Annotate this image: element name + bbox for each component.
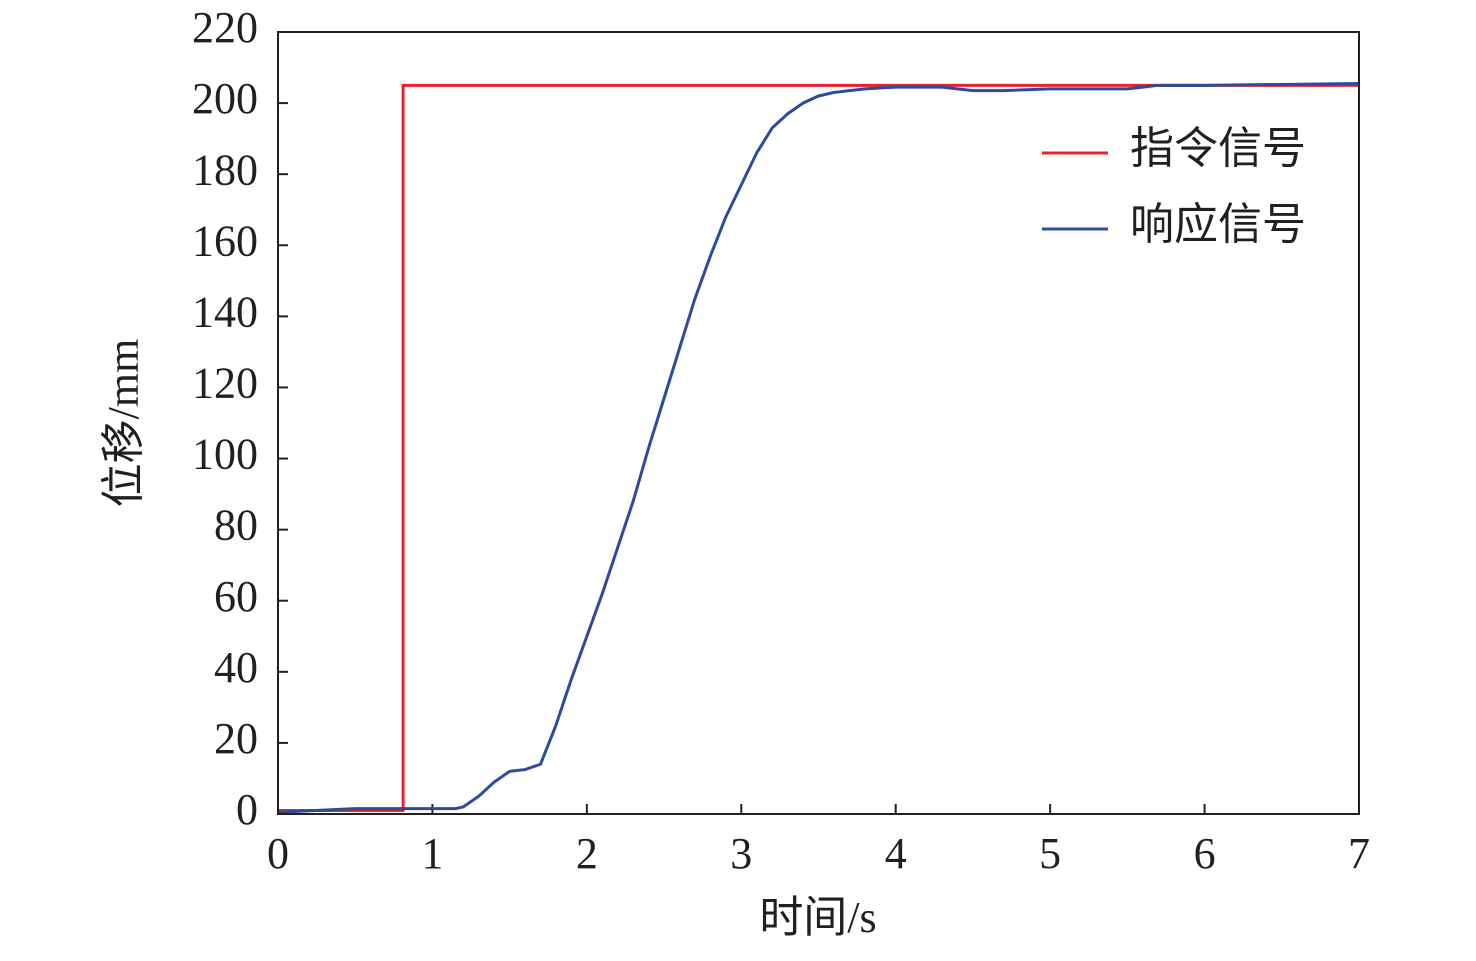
y-tick-label: 140	[192, 287, 258, 336]
y-tick-label: 180	[192, 145, 258, 194]
x-axis-label: 时间/s	[759, 893, 876, 942]
y-tick-label: 220	[192, 3, 258, 52]
y-tick-label: 80	[214, 501, 258, 550]
y-tick-label: 120	[192, 359, 258, 408]
y-tick-label: 40	[214, 643, 258, 692]
x-tick-label: 4	[885, 829, 907, 878]
x-tick-label: 5	[1039, 829, 1061, 878]
x-tick-label: 6	[1194, 829, 1216, 878]
x-tick-label: 3	[730, 829, 752, 878]
y-axis-label: 位移/mm	[99, 339, 148, 508]
y-tick-label: 200	[192, 74, 258, 123]
x-tick-label: 7	[1348, 829, 1370, 878]
legend-label: 响应信号	[1130, 200, 1306, 249]
y-tick-label: 20	[214, 714, 258, 763]
y-tick-label: 160	[192, 216, 258, 265]
y-tick-label: 60	[214, 572, 258, 621]
series-line	[278, 83, 1359, 812]
plot-frame	[277, 31, 1360, 815]
x-tick-label: 1	[421, 829, 443, 878]
legend-label: 指令信号	[1130, 124, 1306, 173]
x-tick-label: 0	[267, 829, 289, 878]
x-tick-label: 2	[576, 829, 598, 878]
y-tick-label: 0	[236, 785, 258, 834]
y-tick-label: 100	[192, 430, 258, 479]
series-line	[277, 82, 1360, 814]
